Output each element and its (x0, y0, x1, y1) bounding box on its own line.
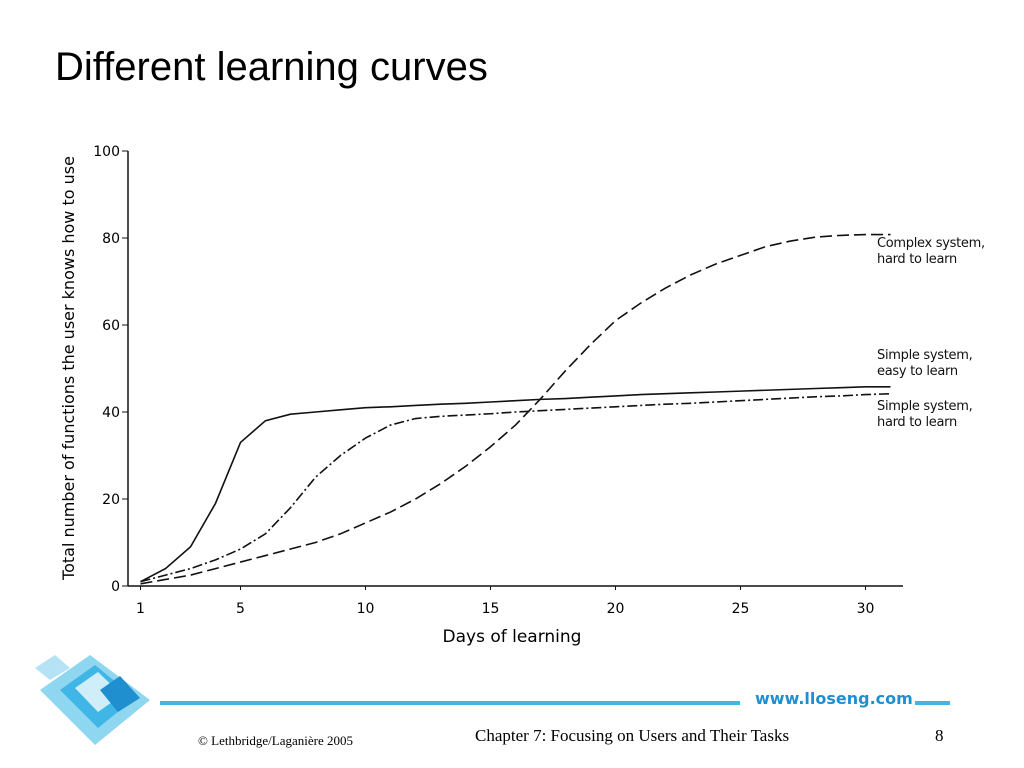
x-tick-label: 30 (857, 601, 875, 617)
logo (35, 655, 950, 745)
y-tick-label: 40 (102, 405, 120, 421)
x-tick-label: 5 (236, 601, 245, 617)
series-line (140, 392, 891, 583)
x-tick-label: 1 (136, 601, 145, 617)
series-label: Simple system, hard to learn (877, 399, 973, 430)
x-axis-label: Days of learning (443, 627, 582, 647)
series-label: Complex system, hard to learn (877, 236, 985, 267)
site-url: www.lloseng.com (755, 689, 913, 708)
x-tick-label: 10 (357, 601, 375, 617)
slide-title: Different learning curves (55, 45, 488, 89)
x-tick-label: 15 (482, 601, 500, 617)
x-tick-label: 20 (607, 601, 625, 617)
copyright: © Lethbridge/Laganière 2005 (198, 733, 353, 748)
y-axis-label: Total number of functions the user knows… (59, 156, 78, 581)
y-tick-label: 100 (93, 144, 120, 160)
y-tick-label: 80 (102, 231, 120, 247)
x-tick-label: 25 (732, 601, 750, 617)
y-tick-label: 20 (102, 492, 120, 508)
y-tick-label: 0 (111, 579, 120, 595)
page-number: 8 (935, 726, 944, 745)
series-line (140, 385, 891, 583)
y-tick-label: 60 (102, 318, 120, 334)
series-label: Simple system, easy to learn (877, 348, 973, 379)
chapter: Chapter 7: Focusing on Users and Their T… (475, 726, 789, 745)
series-line (140, 233, 891, 585)
